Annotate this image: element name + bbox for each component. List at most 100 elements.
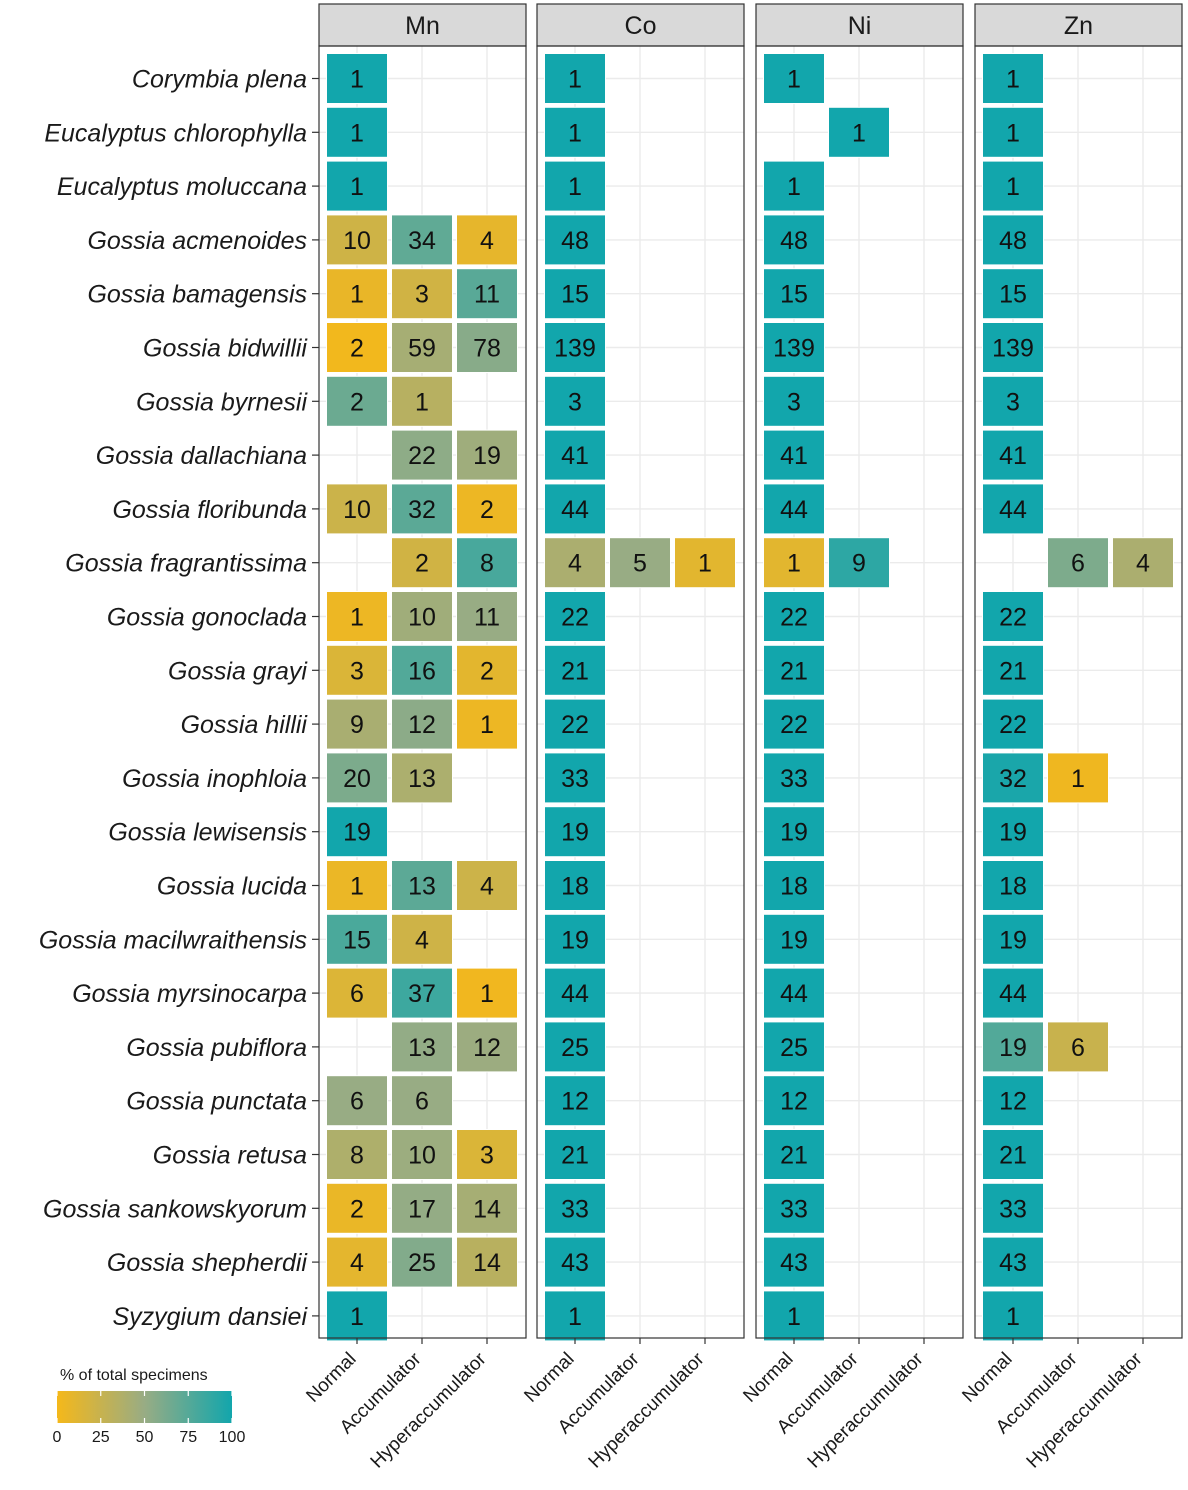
cell-label: 33 [999, 1195, 1027, 1223]
cell-label: 25 [561, 1034, 589, 1062]
heatmap-cell [763, 860, 825, 911]
heatmap-cell [391, 752, 453, 804]
heatmap-cell [763, 591, 825, 642]
cell-label: 10 [343, 496, 371, 524]
cell-label: 15 [343, 926, 371, 954]
cell-label: 48 [780, 227, 808, 255]
cell-label: 1 [350, 281, 364, 309]
heatmap-cell [391, 1021, 453, 1073]
y-tick-label: Gossia lucida [157, 873, 307, 901]
heatmap-cell [456, 644, 518, 696]
heatmap-cell [982, 1075, 1044, 1127]
heatmap-cell [763, 1021, 825, 1073]
cell-label: 12 [408, 711, 436, 739]
legend-title: % of total specimens [60, 1367, 208, 1384]
heatmap-cell [326, 806, 388, 858]
legend-tick-label: 0 [53, 1429, 62, 1446]
heatmap-cell [763, 322, 825, 373]
cell-label: 22 [561, 711, 589, 739]
x-tick-label: Normal [302, 1349, 360, 1407]
heatmap-cell [763, 967, 825, 1019]
cell-label: 3 [568, 388, 582, 416]
cell-label: 1 [350, 119, 364, 147]
y-tick-label: Gossia inophloia [122, 765, 307, 793]
heatmap-cell [391, 860, 453, 911]
cell-label: 19 [999, 926, 1027, 954]
heatmap-cell [544, 860, 606, 911]
heatmap-cell [326, 591, 388, 642]
cell-label: 4 [480, 873, 494, 901]
heatmap-cell [326, 752, 388, 804]
cell-label: 21 [999, 1142, 1027, 1170]
heatmap-cell [982, 860, 1044, 911]
heatmap-cell [544, 806, 606, 858]
cell-label: 1 [480, 711, 494, 739]
cell-label: 19 [999, 1034, 1027, 1062]
cell-label: 3 [1006, 388, 1020, 416]
cell-label: 19 [999, 819, 1027, 847]
cell-label: 14 [473, 1249, 501, 1277]
heatmap-cell [391, 1182, 453, 1234]
heatmap-cell [391, 1075, 453, 1127]
heatmap-cell [326, 483, 388, 535]
cell-label: 37 [408, 980, 436, 1008]
y-tick-label: Gossia hillii [181, 711, 309, 739]
cell-label: 25 [780, 1034, 808, 1062]
cell-label: 19 [780, 819, 808, 847]
heatmap-cell [544, 644, 606, 696]
y-tick-label: Gossia gonoclada [107, 604, 307, 632]
heatmap-cell [763, 1236, 825, 1288]
cell-label: 8 [480, 550, 494, 578]
cell-label: 1 [350, 173, 364, 201]
cell-label: 12 [473, 1034, 501, 1062]
heatmap-cell [982, 698, 1044, 750]
heatmap-cell [763, 53, 825, 104]
heatmap-cell [456, 214, 518, 266]
cell-label: 21 [999, 657, 1027, 685]
heatmap-cell [544, 1129, 606, 1180]
heatmap-cell [391, 483, 453, 535]
cell-label: 2 [350, 1195, 364, 1223]
cell-label: 5 [633, 550, 647, 578]
heatmap-cell [982, 268, 1044, 320]
cell-label: 8 [350, 1142, 364, 1170]
cell-label: 33 [561, 1195, 589, 1223]
heatmap-cell [326, 375, 388, 427]
cell-label: 10 [408, 604, 436, 632]
cell-label: 3 [415, 281, 429, 309]
y-tick-label: Gossia grayi [168, 657, 308, 685]
heatmap-cell [544, 967, 606, 1019]
heatmap-cell [456, 268, 518, 320]
heatmap-cell [982, 375, 1044, 427]
heatmap-cell [391, 913, 453, 965]
cell-label: 1 [568, 119, 582, 147]
y-tick-label: Gossia fragrantissima [65, 550, 307, 578]
cell-label: 1 [1006, 119, 1020, 147]
heatmap-cell [982, 644, 1044, 696]
x-tick-label: Normal [958, 1349, 1016, 1407]
y-tick-label: Gossia bamagensis [87, 281, 307, 309]
cell-label: 41 [780, 442, 808, 470]
y-tick-label: Eucalyptus chlorophylla [44, 119, 307, 147]
cell-label: 48 [999, 227, 1027, 255]
facet-label-mn: Mn [405, 12, 440, 40]
y-tick-label: Gossia floribunda [112, 496, 307, 524]
heatmap-cell [326, 160, 388, 212]
heatmap-cell [326, 1236, 388, 1288]
legend-tick-label: 25 [92, 1429, 110, 1446]
legend-tick-label: 75 [179, 1429, 197, 1446]
heatmap-cell [326, 106, 388, 158]
cell-label: 44 [780, 496, 808, 524]
heatmap-cell [326, 268, 388, 320]
heatmap-cell [544, 752, 606, 804]
heatmap-cell [326, 860, 388, 911]
heatmap-cell [982, 106, 1044, 158]
heatmap-cell [391, 429, 453, 481]
cell-label: 19 [343, 819, 371, 847]
heatmap-cell [544, 1290, 606, 1342]
heatmap-cell [544, 322, 606, 373]
heatmap-cell [326, 1290, 388, 1342]
y-tick-label: Gossia pubiflora [126, 1034, 307, 1062]
heatmap-cell [326, 322, 388, 373]
